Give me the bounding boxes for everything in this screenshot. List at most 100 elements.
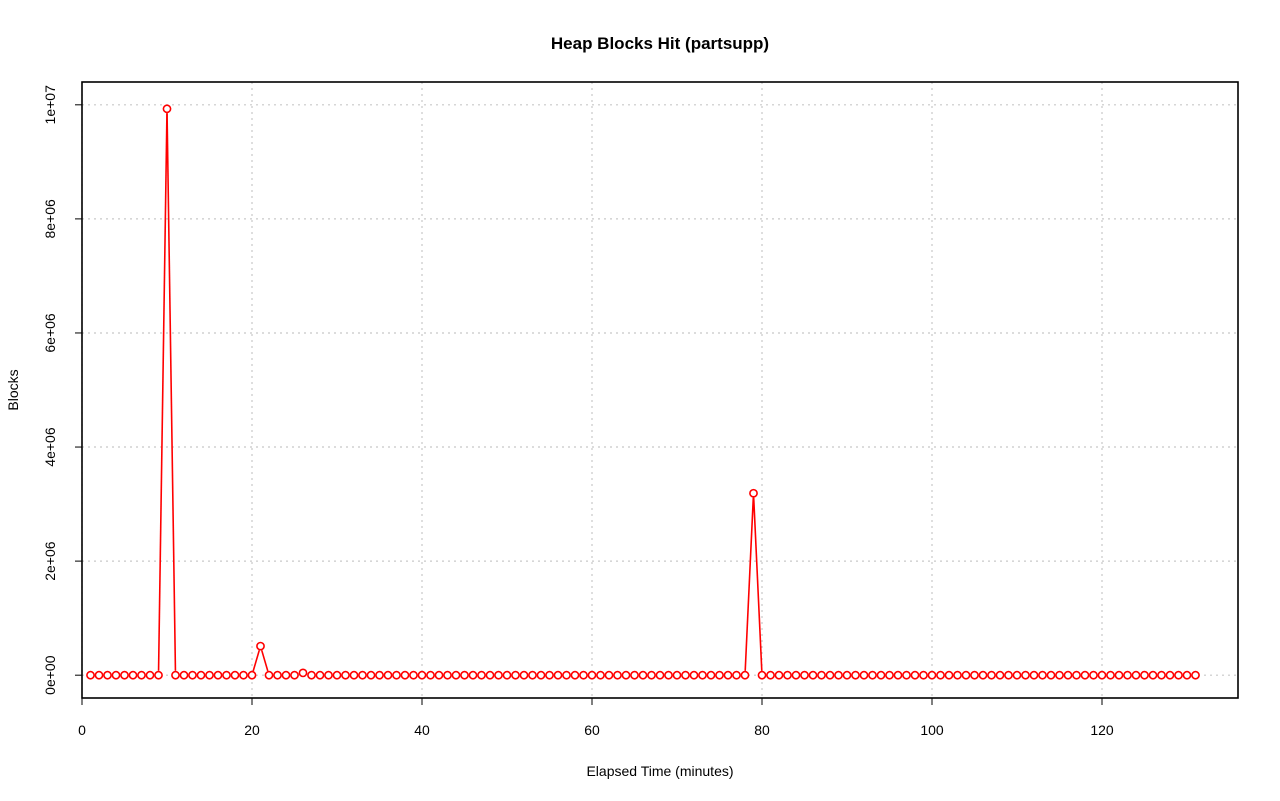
data-point — [791, 670, 801, 680]
x-tick-label: 20 — [244, 722, 260, 738]
series-line-segment — [752, 497, 763, 671]
x-tick-label: 40 — [414, 722, 430, 738]
data-point — [94, 670, 104, 680]
data-point — [859, 670, 869, 680]
data-point — [698, 670, 707, 680]
data-point — [417, 670, 427, 680]
y-tick-label: 2e+06 — [42, 541, 58, 581]
data-point — [936, 670, 945, 680]
data-point — [366, 670, 376, 680]
data-point — [179, 670, 189, 680]
data-point — [1004, 670, 1013, 680]
data-point — [1021, 670, 1030, 680]
data-point — [579, 670, 588, 680]
data-point — [1038, 670, 1047, 680]
data-point — [502, 670, 512, 680]
data-point — [1148, 670, 1158, 680]
data-point — [1097, 670, 1107, 680]
y-axis-label: Blocks — [5, 369, 21, 410]
data-point — [749, 488, 758, 498]
data-point — [562, 670, 571, 680]
data-point — [545, 670, 554, 680]
data-point — [145, 670, 155, 680]
data-point — [86, 670, 95, 680]
data-point — [324, 670, 333, 680]
x-tick-label: 100 — [920, 722, 944, 738]
data-point — [171, 670, 180, 680]
data-point — [766, 670, 775, 680]
data-point — [1072, 670, 1081, 680]
data-point — [851, 670, 860, 680]
data-point — [460, 670, 469, 680]
data-point — [740, 670, 750, 680]
data-point — [536, 670, 546, 680]
series-line-segment — [260, 650, 269, 672]
data-point — [910, 670, 920, 680]
plot-area-border — [81, 81, 1239, 699]
data-point — [638, 670, 648, 680]
data-point — [307, 670, 316, 680]
data-point — [230, 670, 240, 680]
x-tick-label: 120 — [1090, 722, 1114, 738]
data-point — [613, 670, 622, 680]
data-point — [1140, 670, 1149, 680]
data-point — [732, 670, 741, 680]
data-point — [1029, 670, 1039, 680]
data-point — [247, 670, 257, 680]
data-point — [349, 670, 359, 680]
data-point — [995, 670, 1005, 680]
data-point — [553, 670, 563, 680]
data-point — [817, 670, 826, 680]
data-point — [893, 670, 903, 680]
data-point — [961, 670, 971, 680]
data-point — [1089, 670, 1098, 680]
data-point — [842, 670, 852, 680]
data-point — [1046, 670, 1056, 680]
data-point — [927, 670, 937, 680]
data-point — [902, 670, 911, 680]
y-tick-label: 4e+06 — [42, 427, 58, 467]
data-point — [978, 670, 988, 680]
data-point — [103, 670, 112, 680]
data-point — [1131, 670, 1141, 680]
data-point — [783, 670, 792, 680]
data-point — [400, 670, 410, 680]
data-point — [1106, 670, 1115, 680]
data-point — [239, 670, 248, 680]
data-point — [383, 670, 393, 680]
data-point — [944, 670, 954, 680]
series-layer — [86, 104, 1200, 680]
data-point — [1191, 670, 1200, 680]
data-point — [919, 670, 928, 680]
data-point — [1157, 670, 1166, 680]
data-point — [494, 670, 503, 680]
data-point — [154, 670, 163, 680]
data-point — [137, 670, 146, 680]
data-point — [1063, 670, 1073, 680]
data-point — [987, 670, 996, 680]
data-point — [468, 670, 478, 680]
data-point — [681, 670, 690, 680]
x-axis-label: Elapsed Time (minutes) — [586, 763, 733, 779]
x-axis: 0 20 40 60 80 100 120 — [78, 697, 1114, 738]
data-point — [868, 670, 877, 680]
data-point — [264, 670, 274, 680]
data-point — [111, 670, 121, 680]
data-point — [519, 670, 529, 680]
data-point — [443, 670, 452, 680]
data-point — [273, 670, 282, 680]
y-tick-label: 0e+00 — [42, 655, 58, 695]
data-point — [1012, 670, 1022, 680]
y-tick-label: 6e+06 — [42, 313, 58, 353]
data-point — [723, 670, 733, 680]
data-point — [621, 670, 631, 680]
data-point — [1055, 670, 1064, 680]
data-point — [426, 670, 435, 680]
data-point — [485, 670, 495, 680]
grid-layer — [81, 82, 1238, 698]
series-line-segment — [744, 497, 755, 671]
x-tick-label: 60 — [584, 722, 600, 738]
data-point — [1123, 670, 1132, 680]
data-point — [128, 670, 138, 680]
